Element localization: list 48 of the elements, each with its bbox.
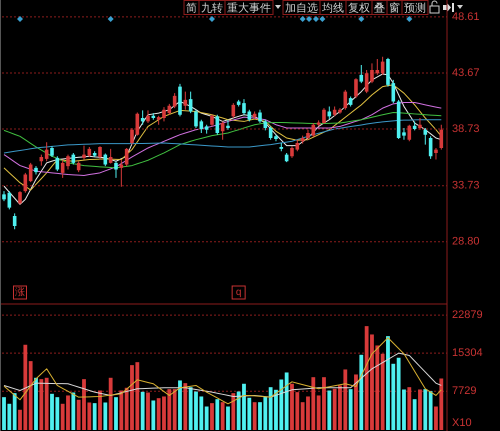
y-tick-label: 43.67 [452, 66, 480, 79]
candlestick [226, 120, 230, 130]
bar [92, 403, 97, 430]
annotation: 涨 [15, 286, 25, 298]
bar [252, 402, 257, 430]
bar [354, 374, 358, 430]
bar [151, 400, 156, 430]
text: X10 [452, 416, 472, 429]
annotation: 窗 [389, 2, 400, 14]
y-tick-label: 15304 [452, 347, 483, 360]
bar [210, 403, 214, 430]
annotation: 预测 [404, 2, 426, 14]
y-tick-label: 33.73 [452, 180, 480, 192]
bar [140, 392, 145, 430]
y-tick-label: 48.61 [452, 10, 480, 23]
bar [103, 402, 108, 430]
annotation: 叠 [374, 2, 385, 14]
bar [172, 389, 177, 430]
annotation: 均线 [321, 2, 344, 14]
bar [44, 378, 49, 430]
y-tick-label: 38.73 [452, 122, 480, 135]
annotation: q [236, 287, 242, 298]
bar [204, 406, 209, 430]
bar [98, 390, 102, 430]
bar [327, 390, 332, 430]
y-tick-label: 7729 [452, 385, 476, 398]
annotation: 重大事件 [227, 2, 271, 14]
candlestick [434, 148, 438, 160]
bar [114, 397, 118, 430]
bar [146, 392, 150, 430]
bar [226, 406, 230, 430]
y-tick-label: 28.80 [452, 236, 480, 248]
bar [34, 378, 38, 430]
bar [418, 389, 422, 430]
bar [220, 402, 225, 430]
bar [215, 399, 220, 430]
annotation: 简 [186, 2, 197, 14]
candlestick [418, 118, 422, 130]
bar [412, 399, 417, 430]
annotation: 加自选 [285, 2, 318, 14]
annotation: 复权 [348, 2, 370, 14]
bar [39, 379, 44, 430]
bar [407, 387, 412, 430]
annotation: 九转 [201, 2, 223, 14]
bar [348, 389, 353, 430]
bar [178, 380, 182, 430]
y-tick-label: 22879 [452, 309, 483, 322]
candlestick [120, 160, 124, 187]
